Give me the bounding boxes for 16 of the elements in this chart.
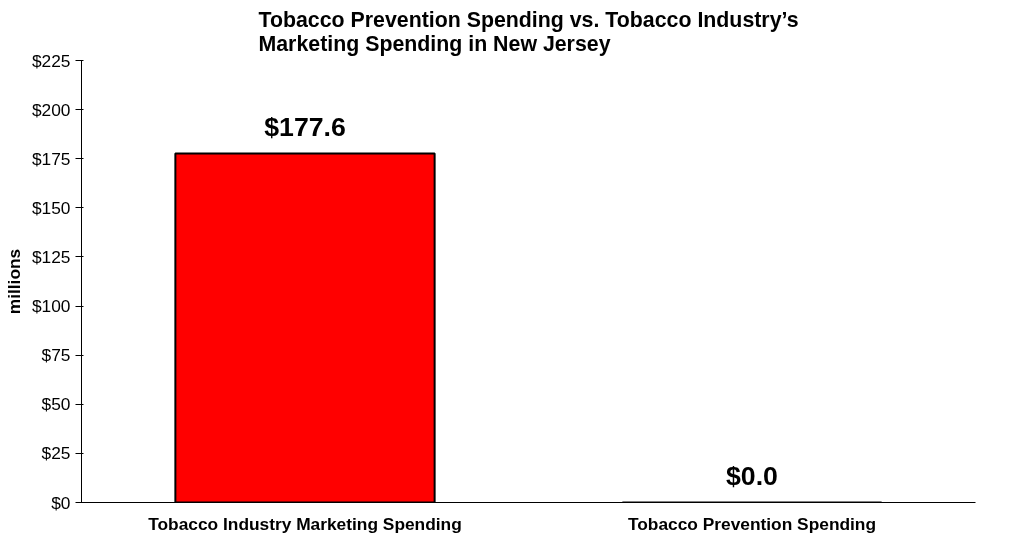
y-tick-label: $200 [31, 99, 71, 120]
y-tick-label: $225 [31, 50, 71, 71]
y-tick-label: $125 [31, 246, 71, 267]
y-tick-label: $75 [41, 345, 71, 366]
y-tick-label: $150 [31, 197, 71, 218]
chart-title: Tobacco Prevention Spending vs. Tobacco Industry’s Marketing Spending in New Jersey [258, 7, 799, 56]
data-label: $177.6 [264, 111, 346, 142]
y-axis-title: millions [3, 248, 24, 315]
y-tick-label: $0 [51, 492, 71, 513]
y-tick-label: $50 [41, 394, 71, 415]
y-tick-label: $25 [41, 443, 71, 464]
data-label: $0.0 [726, 460, 778, 491]
x-tick-label: Tobacco Industry Marketing Spending [148, 513, 462, 534]
y-tick-label: $100 [31, 296, 71, 317]
y-tick-label: $175 [31, 148, 71, 169]
x-tick-label: Tobacco Prevention Spending [627, 513, 877, 534]
